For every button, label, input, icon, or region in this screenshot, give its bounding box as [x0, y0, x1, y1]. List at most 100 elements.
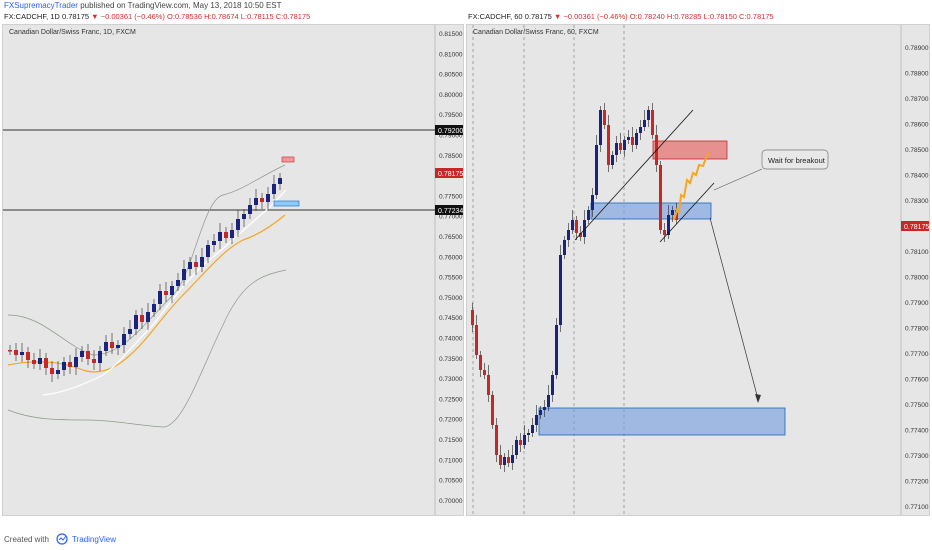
left-last-price: 0.78175	[61, 12, 90, 21]
candle-body	[667, 215, 670, 235]
target-zone[interactable]	[538, 407, 786, 436]
left-ohlc: O:0.78536 H:0.78674 L:0.78115 C:0.78175	[167, 12, 311, 21]
price-axis-tick: 0.77100	[905, 504, 929, 511]
candle-body	[80, 351, 84, 357]
candle-body	[38, 358, 42, 364]
candle-body	[503, 457, 506, 465]
price-axis-tick: 0.70000	[439, 498, 463, 505]
price-axis-tick: 0.78500	[905, 147, 929, 154]
target-arrow	[709, 217, 759, 400]
price-axis-tick: 0.77500	[905, 402, 929, 409]
candle-body	[663, 230, 666, 235]
price-axis-tick: 0.78600	[905, 122, 929, 129]
price-axis-tick: 0.73000	[439, 376, 463, 383]
price-axis-tick: 0.78900	[905, 45, 929, 52]
candle-body	[164, 291, 168, 295]
candle-body	[531, 425, 534, 433]
candle-body	[266, 194, 270, 202]
price-axis-tick: 0.77400	[905, 428, 929, 435]
callout-box[interactable]	[761, 149, 829, 170]
moving-average-white	[42, 189, 287, 396]
candle-body	[491, 395, 494, 425]
bollinger-upper	[7, 164, 286, 356]
left-chart[interactable]: Canadian Dollar/Swiss Franc, 1D, FXCM 0.…	[2, 24, 464, 516]
candle-body	[128, 329, 132, 334]
candle-body	[647, 110, 650, 120]
price-axis-tick: 0.77600	[905, 377, 929, 384]
price-axis-tick: 0.78800	[905, 71, 929, 78]
candle-body	[615, 143, 618, 155]
upper-trend-line[interactable]	[574, 109, 694, 241]
candle-body	[471, 310, 474, 325]
price-axis-tick: 0.78500	[439, 153, 463, 160]
candle-body	[631, 137, 634, 145]
candle-body	[555, 325, 558, 375]
candle-body	[146, 312, 150, 322]
left-chart-title: Canadian Dollar/Swiss Franc, 1D, FXCM	[9, 29, 136, 36]
candle-body	[567, 230, 570, 240]
candle-body	[575, 220, 578, 233]
price-axis-tick: 0.72500	[439, 396, 463, 403]
candle-body	[152, 304, 156, 312]
author-link[interactable]: FXSupremacyTrader	[4, 1, 78, 10]
right-symbol-header: FX:CADCHF, 60 0.78175 ▼ −0.00361 (−0.46%…	[468, 12, 774, 22]
right-chart[interactable]: Canadian Dollar/Swiss Franc, 60, FXCM Wa…	[466, 24, 930, 516]
footer: Created with TradingView	[0, 528, 932, 550]
candle-body	[507, 457, 510, 463]
breakout-zone[interactable]	[590, 202, 712, 220]
price-axis-tick: 0.77000	[439, 214, 463, 221]
candle-body	[98, 351, 102, 363]
candle-body	[236, 219, 240, 230]
arrow-head-icon	[755, 394, 761, 403]
supply-zone[interactable]	[652, 140, 728, 160]
left-symbol[interactable]: FX:CADCHF, 1D	[4, 12, 60, 21]
candle-body	[26, 352, 30, 360]
upper-level-label: 0.79200	[438, 128, 463, 135]
price-axis-tick: 0.77900	[905, 300, 929, 307]
demand-zone-small[interactable]	[273, 200, 300, 207]
price-axis-tick: 0.80500	[439, 72, 463, 79]
candle-body	[643, 120, 646, 127]
candle-body	[278, 178, 282, 184]
candle-body	[571, 220, 574, 230]
candle-body	[611, 155, 614, 165]
candle-body	[603, 110, 606, 125]
candle-body	[539, 410, 542, 415]
price-axis-tick: 0.70500	[439, 478, 463, 485]
candle-body	[623, 140, 626, 150]
candle-body	[499, 455, 502, 465]
right-change: −0.00361 (−0.46%)	[563, 12, 628, 21]
projected-path	[673, 152, 710, 221]
last-price-label: 0.78175	[438, 171, 463, 178]
tradingview-link[interactable]: TradingView	[72, 535, 117, 544]
left-chart-canvas[interactable]: 0.81500 0.81000 0.80500 0.80000 0.79500 0.790…	[3, 25, 464, 516]
price-axis-tick: 0.75000	[439, 295, 463, 302]
candle-body	[170, 286, 174, 295]
candle-body	[619, 143, 622, 150]
right-chart-canvas[interactable]: Wait for breakout 0.78900 0.78800 0.78700 0…	[467, 25, 930, 516]
candle-body	[254, 198, 258, 205]
price-axis-tick: 0.77500	[439, 193, 463, 200]
candle-body	[182, 269, 186, 280]
right-last-price: 0.78175	[524, 12, 552, 21]
price-axis-tick: 0.74000	[439, 336, 463, 343]
right-last-price-label: 0.78175	[904, 224, 929, 231]
created-with: Created with	[4, 535, 49, 544]
right-symbol[interactable]: FX:CADCHF, 60	[468, 12, 523, 21]
candle-body	[587, 210, 590, 220]
left-symbol-header: FX:CADCHF, 1D 0.78175 ▼ −0.00361 (−0.46%…	[4, 12, 310, 22]
lower-trend-line[interactable]	[659, 182, 715, 243]
candle-body	[639, 127, 642, 133]
candle-body	[487, 375, 490, 395]
candle-body	[272, 184, 276, 194]
price-axis-tick: 0.78300	[905, 198, 929, 205]
candle-body	[627, 137, 630, 140]
candle-body	[659, 165, 662, 230]
candle-body	[635, 133, 638, 145]
candle-body	[134, 315, 138, 329]
candle-body	[559, 255, 562, 325]
candle-body	[671, 210, 674, 215]
supply-zone-small[interactable]	[281, 156, 295, 163]
candle-body	[68, 362, 72, 367]
candle-body	[519, 440, 522, 445]
